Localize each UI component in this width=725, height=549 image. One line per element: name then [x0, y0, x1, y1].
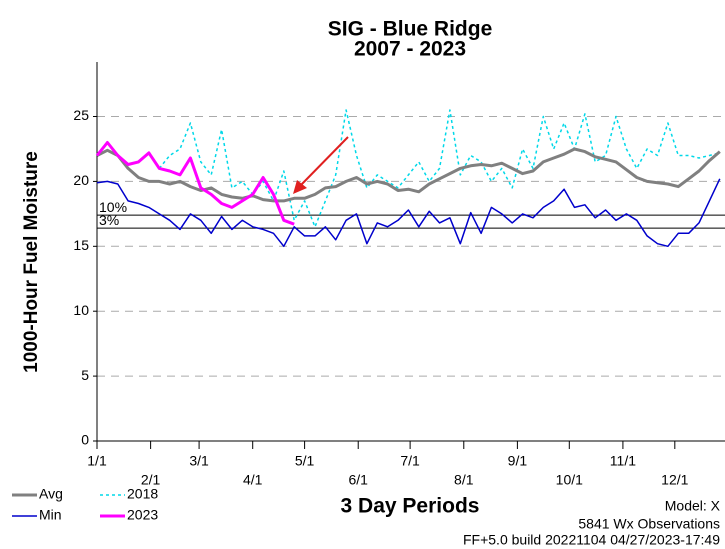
x-tick-label: 6/1 — [348, 472, 368, 488]
y-tick-label: 5 — [81, 367, 89, 383]
reference-label: 10% — [99, 199, 127, 215]
x-tick-label: 3/1 — [189, 453, 209, 469]
x-tick-label: 5/1 — [295, 453, 315, 469]
x-axis-label: 3 Day Periods — [341, 495, 480, 518]
x-tick-label: 11/1 — [610, 453, 636, 469]
series-line — [95, 141, 295, 226]
y-tick-label: 20 — [73, 172, 89, 188]
x-tick-label: 10/1 — [556, 472, 583, 488]
legend-label: Avg — [39, 486, 63, 502]
x-tick-label: 9/1 — [508, 453, 528, 469]
x-tick-label: 12/1 — [661, 472, 688, 488]
y-tick-label: 25 — [73, 107, 89, 123]
series-line — [96, 178, 721, 248]
note: Model: X — [665, 498, 721, 514]
plot-area: 0 5 10 15 20 25 1/1 2/1 3/1 4/1 5/1 6/1 7/1 8/1 9/1 10/… — [73, 62, 725, 488]
y-tick-label: 0 — [81, 432, 89, 448]
y-tick-label: 15 — [73, 237, 89, 253]
x-tick-label: 2/1 — [141, 472, 161, 488]
x-tick-label: 7/1 — [400, 453, 420, 469]
note: FF+5.0 build 20221104 04/27/2023-17:49 — [463, 532, 720, 548]
annotation-arrow — [299, 136, 349, 187]
legend-label: 2023 — [127, 507, 158, 523]
chart-title: SIG - Blue Ridge — [328, 18, 493, 41]
note: 5841 Wx Observations — [578, 516, 720, 532]
legend-label: Min — [39, 507, 62, 523]
legend-label: 2018 — [127, 486, 158, 502]
chart-subtitle: 2007 - 2023 — [354, 38, 466, 61]
y-tick-label: 10 — [73, 302, 89, 318]
x-tick-label: 4/1 — [243, 472, 263, 488]
reference-label: 3% — [99, 212, 119, 228]
y-axis-label: 1000-Hour Fuel Moisture — [21, 151, 42, 373]
annotation-arrowhead — [293, 180, 307, 194]
x-tick-label: 8/1 — [454, 472, 474, 488]
x-tick-label: 1/1 — [87, 453, 107, 469]
series-line — [96, 147, 721, 203]
